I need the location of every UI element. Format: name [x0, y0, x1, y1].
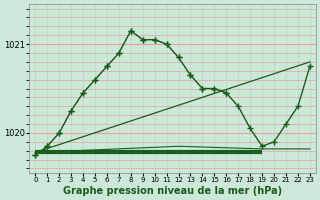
X-axis label: Graphe pression niveau de la mer (hPa): Graphe pression niveau de la mer (hPa) — [63, 186, 282, 196]
